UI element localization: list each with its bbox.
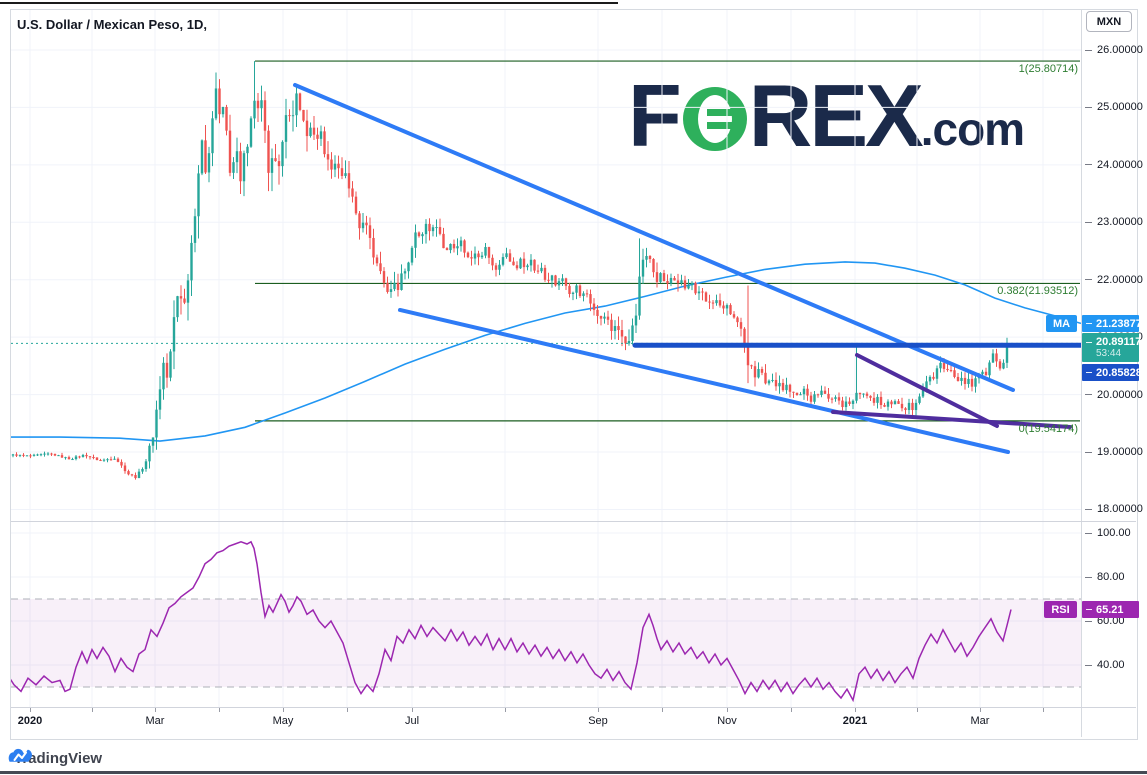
time-axis-label[interactable]: 2021 xyxy=(842,715,868,727)
price-tick-mark xyxy=(1085,508,1092,510)
chart-frame xyxy=(10,9,1138,740)
symbol-title: U.S. Dollar / Mexican Peso, 1D, xyxy=(17,17,208,32)
time-tick-mark xyxy=(980,708,981,712)
time-axis-separator xyxy=(11,707,1136,708)
time-tick-mark xyxy=(505,708,506,712)
time-tick-mark xyxy=(917,708,918,712)
time-tick-mark xyxy=(283,708,284,712)
time-tick-mark xyxy=(662,708,663,712)
tradingview-logo-icon xyxy=(8,748,32,762)
price-tick-label: 24.00000 xyxy=(1097,158,1143,171)
badge-dash xyxy=(1086,341,1092,343)
rsi-tick-label: 60.00 xyxy=(1097,615,1125,627)
price-tick-label: 25.00000 xyxy=(1097,101,1143,114)
window-bottom-edge xyxy=(0,771,1147,774)
badge-dash xyxy=(1086,323,1092,324)
rsi-indicator-chip[interactable]: RSI xyxy=(1044,601,1077,618)
rsi-value: 65.21 xyxy=(1096,603,1124,616)
price-tick-mark xyxy=(1085,394,1092,396)
forex-com-watermark: F REX .com xyxy=(628,66,1048,165)
rsi-tick-label: 80.00 xyxy=(1097,571,1125,583)
time-axis-label[interactable]: 2020 xyxy=(17,715,43,727)
time-axis-label[interactable]: Mar xyxy=(145,715,165,727)
time-axis-label[interactable]: Jul xyxy=(404,715,420,727)
ma-value-badge[interactable]: 21.23877 xyxy=(1082,315,1142,332)
trendline-descending-channel-lower xyxy=(398,307,1010,455)
fib-level-label: 0(19.54174) xyxy=(1018,422,1078,435)
watermark-rex: REX xyxy=(748,66,924,165)
ma-line xyxy=(11,261,1081,442)
rsi-tick-label: 40.00 xyxy=(1097,659,1125,671)
ma-indicator-chip[interactable]: MA xyxy=(1046,315,1077,332)
time-axis-label[interactable]: May xyxy=(272,715,294,727)
last-price-badge[interactable]: 20.89117 53:44 xyxy=(1082,333,1142,362)
price-tick-mark xyxy=(1085,49,1092,51)
badge-dash xyxy=(1086,609,1092,610)
trendline-wedge-upper xyxy=(855,353,999,428)
rsi-tick-mark xyxy=(1085,532,1092,534)
ma-value: 21.23877 xyxy=(1096,317,1142,330)
time-tick-mark xyxy=(155,708,156,712)
rsi-tick-mark xyxy=(1085,664,1092,666)
time-axis-label[interactable]: Sep xyxy=(588,715,608,727)
time-axis-label[interactable]: Nov xyxy=(717,715,737,727)
watermark-f: F xyxy=(628,66,682,165)
forex-coin-icon xyxy=(682,87,747,151)
time-tick-mark xyxy=(1043,708,1044,712)
price-tick-mark xyxy=(1085,451,1092,453)
rsi-tick-mark xyxy=(1085,576,1092,578)
rsi-band xyxy=(11,599,1081,687)
fib-level-label: 0.382(21.93512) xyxy=(997,285,1078,298)
rsi-value-badge[interactable]: 65.21 xyxy=(1082,601,1139,618)
tradingview-branding[interactable]: TradingView xyxy=(8,745,208,771)
badge-dash xyxy=(1086,372,1092,373)
time-tick-mark xyxy=(855,708,856,712)
rsi-tick-mark xyxy=(1085,620,1092,622)
fib-level-label: 1(25.80714) xyxy=(1018,63,1078,76)
candlestick-series xyxy=(11,61,1009,480)
price-tick-label: 26.00000 xyxy=(1097,44,1143,56)
time-tick-mark xyxy=(791,708,792,712)
pane-divider[interactable] xyxy=(11,521,1136,522)
time-tick-mark xyxy=(30,708,31,712)
trendline-descending-channel-upper xyxy=(293,82,1015,392)
price-axis-separator xyxy=(1081,10,1082,737)
watermark-com: .com xyxy=(920,103,1025,155)
price-tick-label: 19.00000 xyxy=(1097,446,1143,458)
price-tick-mark xyxy=(1085,106,1092,108)
rsi-tick-label: 100.00 xyxy=(1097,527,1131,539)
time-tick-mark xyxy=(347,708,348,712)
resistance-level-value: 20.85828 xyxy=(1096,366,1142,379)
cropped-toolbar-edge xyxy=(0,2,618,4)
time-tick-mark xyxy=(92,708,93,712)
time-axis-label[interactable]: Mar xyxy=(970,715,990,727)
bar-countdown: 53:44 xyxy=(1096,348,1122,359)
tradingview-logo-text: TradingView xyxy=(14,749,103,767)
price-tick-mark xyxy=(1085,279,1092,281)
trendline-wedge-lower xyxy=(831,409,1072,429)
price-tick-label: 18.00000 xyxy=(1097,503,1143,516)
price-tick-mark xyxy=(1085,164,1092,166)
time-tick-mark xyxy=(219,708,220,712)
resistance-level-badge[interactable]: 20.85828 xyxy=(1082,364,1142,381)
time-tick-mark xyxy=(727,708,728,712)
last-price-value: 20.89117 xyxy=(1096,336,1142,348)
price-tick-mark xyxy=(1085,221,1092,223)
currency-badge[interactable]: MXN xyxy=(1086,11,1132,32)
price-tick-label: 22.00000 xyxy=(1097,273,1143,286)
time-tick-mark xyxy=(412,708,413,712)
rsi-line xyxy=(11,540,1012,703)
price-tick-label: 20.00000 xyxy=(1097,388,1143,401)
time-tick-mark xyxy=(598,708,599,712)
price-tick-label: 23.00000 xyxy=(1097,216,1143,229)
